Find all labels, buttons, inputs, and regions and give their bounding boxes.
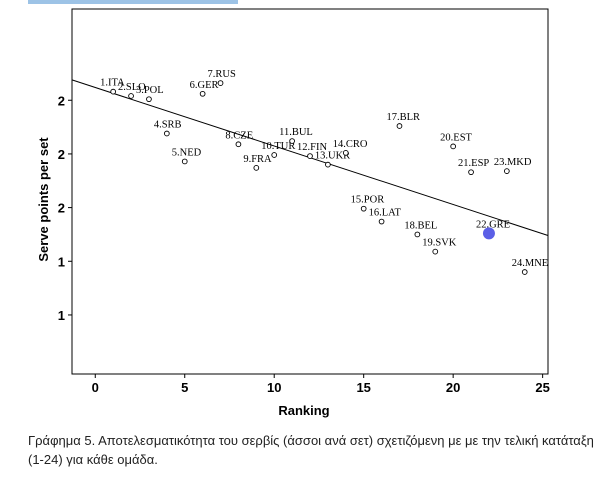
y-axis-title: Serve points per set [36,137,51,262]
y-tick-label: 2 [58,201,65,216]
data-point [146,96,152,103]
data-point [521,269,528,275]
data-point-label: 1.ITA [100,78,125,89]
y-tick-label: 1 [58,308,65,323]
data-point [217,80,224,86]
data-point [128,93,134,99]
data-point-label: 19.SVK [422,238,457,249]
data-point [450,143,457,150]
data-point-label: 8.CZE [225,130,253,141]
data-point-label: 24.MNE [512,258,548,269]
figure-caption: Γράφημα 5. Αποτελεσματικότητα του σερβίς… [28,433,594,467]
data-point [163,130,170,137]
data-point-label: 6.GER [190,80,219,91]
data-point [199,90,206,97]
data-point-label: 14.CRO [333,139,368,150]
data-point [181,158,188,165]
data-point [432,248,439,255]
x-tick-label: 20 [446,380,460,395]
x-tick-label: 10 [267,380,281,395]
data-point-label: 16.LAT [369,208,402,219]
data-point-label: 3.POL [136,85,164,96]
data-point-label: 18.BEL [404,220,437,231]
data-point [378,218,385,225]
y-tick-label: 2 [58,147,65,162]
data-point [307,153,313,159]
data-point [253,165,260,171]
x-axis-title: Ranking [278,403,329,418]
data-point [468,169,474,176]
data-point [325,161,331,168]
x-tick-label: 15 [356,380,370,395]
data-point-label: 15.POR [351,195,385,206]
data-point-label: 23.MKD [494,157,532,168]
y-tick-label: 1 [58,254,65,269]
data-point [235,141,242,148]
data-point-label: 4.SRB [154,120,182,131]
data-point [289,138,295,144]
data-point [414,231,421,238]
data-point-label: 12.FIN [297,142,327,153]
data-point-label: 7.RUS [208,69,236,80]
x-tick-label: 5 [181,380,188,395]
y-tick-label: 2 [58,93,65,108]
data-point-label: 9.FRA [243,154,272,165]
data-point [342,150,349,156]
data-point-label: 17.BLR [386,112,420,123]
data-point-label: 20.EST [440,132,472,143]
data-point-label: 11.BUL [279,127,313,138]
x-tick-label: 25 [535,380,549,395]
data-point-label: 5.NED [172,147,202,158]
plot-frame [71,8,549,375]
data-point [360,205,367,212]
data-point [110,88,117,95]
data-point [271,152,278,158]
data-point-label: 2.SLO [118,82,146,93]
data-point-label: 22.GRE [476,219,510,230]
data-point-label: 21.ESP [458,158,489,169]
data-point-highlight [482,227,495,240]
top-strip [28,0,238,4]
data-point-label: 13.UKR [315,151,350,162]
data-point-label: 10.TUR [261,141,295,152]
data-point [396,123,403,129]
x-tick-label: 0 [92,380,99,395]
data-point [503,168,510,174]
